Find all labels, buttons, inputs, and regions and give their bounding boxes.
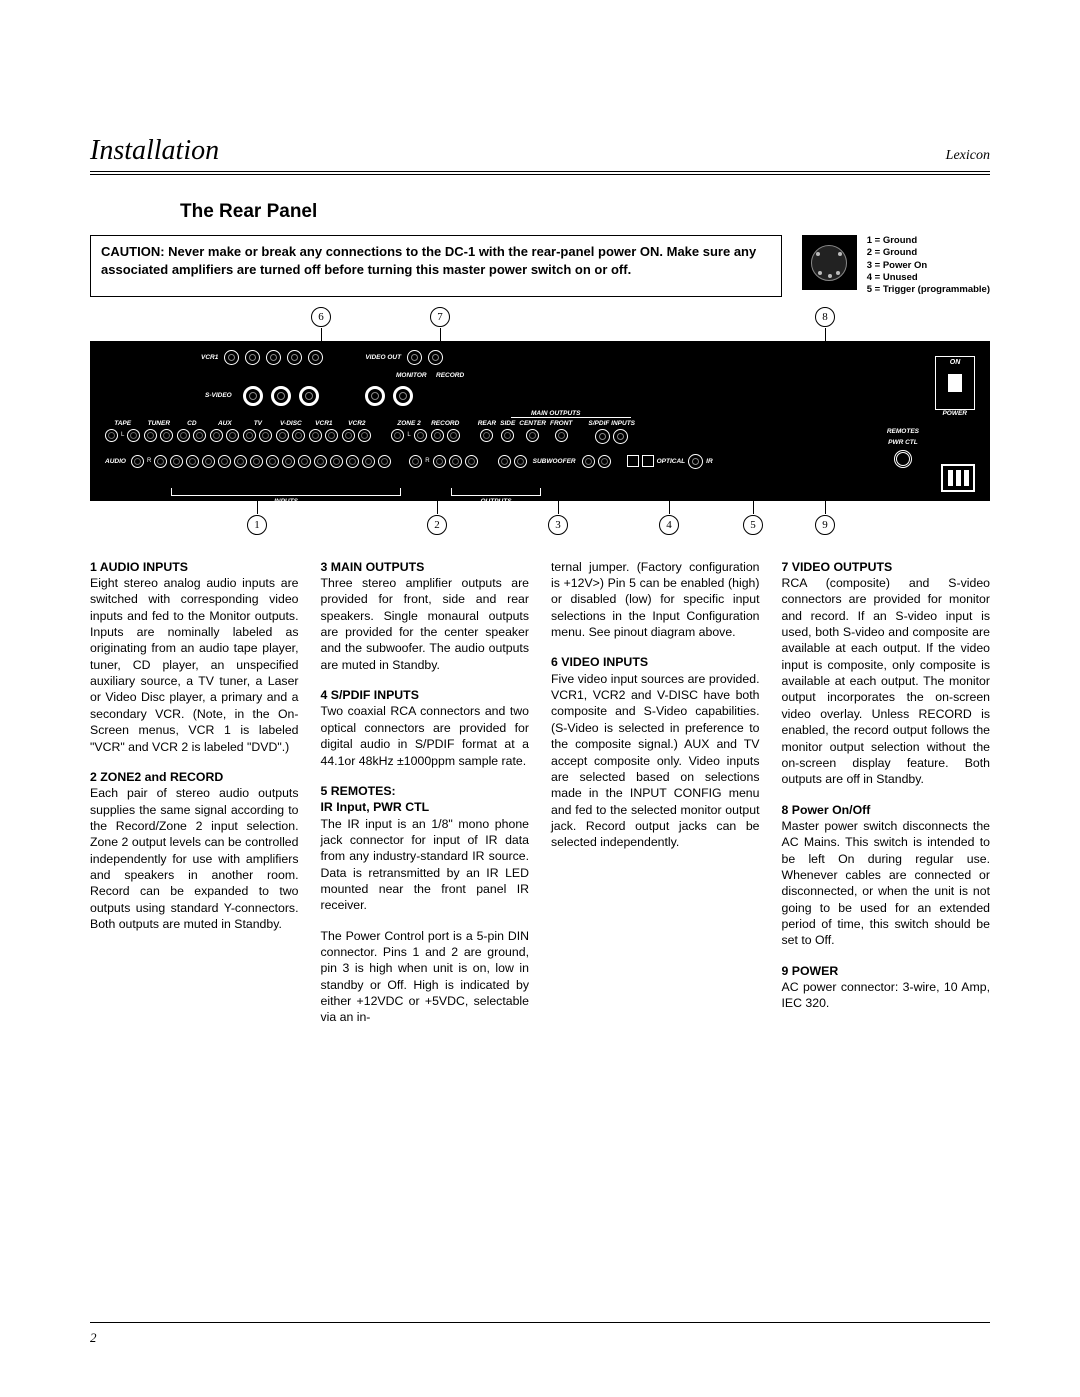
jack-label: SIDE <box>500 420 515 427</box>
heading: 6 VIDEO INPUTS <box>551 654 760 670</box>
callout-5: 5 <box>743 515 763 535</box>
heading: 1 AUDIO INPUTS <box>90 559 299 575</box>
column-2: 3 MAIN OUTPUTS Three stereo amplifier ou… <box>321 559 530 1040</box>
pinout-line: 2 = Ground <box>867 247 990 259</box>
jack-label: AUX <box>218 420 232 427</box>
page-footer: 2 <box>90 1322 990 1347</box>
jack-label: AUDIO <box>105 458 126 465</box>
jack-label: CENTER <box>519 420 546 427</box>
ac-inlet-icon <box>941 464 975 492</box>
jack-label: FRONT <box>550 420 572 427</box>
callout-7: 7 <box>430 307 450 327</box>
jack-label: TAPE <box>114 420 131 427</box>
body-text: ternal jumper. (Factory configuration is… <box>551 559 760 641</box>
pinout-legend: 1 = Ground 2 = Ground 3 = Power On 4 = U… <box>802 235 990 297</box>
heading: 9 POWER <box>782 963 991 979</box>
jack-label: ON <box>950 359 961 366</box>
jack-label: TUNER <box>148 420 170 427</box>
body-text: AC power connector: 3-wire, 10 Amp, IEC … <box>782 979 991 1012</box>
jack-label: REMOTES <box>887 428 919 435</box>
jack-label: VCR2 <box>348 420 365 427</box>
pinout-line: 1 = Ground <box>867 235 990 247</box>
page-number: 2 <box>90 1330 97 1345</box>
jack-label: CD <box>187 420 196 427</box>
jack-label: MONITOR <box>396 372 427 379</box>
region-label: MAIN OUTPUTS <box>531 410 580 417</box>
caution-box: CAUTION: Never make or break any connect… <box>90 235 782 297</box>
body-text: The IR input is an 1/8" mono phone jack … <box>321 816 530 914</box>
body-text: Two coaxial RCA connectors and two optic… <box>321 703 530 768</box>
callout-9: 9 <box>815 515 835 535</box>
pinout-line: 3 = Power On <box>867 260 990 272</box>
column-4: 7 VIDEO OUTPUTS RCA (composite) and S-vi… <box>782 559 991 1040</box>
rear-panel-diagram: 6 7 8 VCR1 VIDEO OUT MONITOR RECORD S-VIDE… <box>90 307 990 535</box>
jack-label: SUBWOOFER <box>533 458 576 465</box>
jack-label: TV <box>254 420 262 427</box>
jack-label: PWR CTL <box>888 439 918 446</box>
heading: 8 Power On/Off <box>782 802 991 818</box>
jack-label: REAR <box>478 420 496 427</box>
heading: IR Input, PWR CTL <box>321 799 530 815</box>
jack-label: S/PDIF INPUTS <box>588 420 635 427</box>
pinout-line: 4 = Unused <box>867 272 990 284</box>
heading: 7 VIDEO OUTPUTS <box>782 559 991 575</box>
jack-label: ZONE 2 <box>397 420 420 427</box>
body-text: Eight stereo analog audio inputs are swi… <box>90 575 299 755</box>
callout-8: 8 <box>815 307 835 327</box>
body-text: Three stereo amplifier outputs are provi… <box>321 575 530 673</box>
body-text: Five video input sources are provided. V… <box>551 671 760 851</box>
body-text: The Power Control port is a 5-pin DIN co… <box>321 928 530 1026</box>
jack-label: VIDEO OUT <box>365 354 401 361</box>
jack-label: VCR1 <box>201 354 218 361</box>
jack-label: IR <box>706 458 713 465</box>
column-1: 1 AUDIO INPUTS Eight stereo analog audio… <box>90 559 299 1040</box>
body-text: Master power switch disconnects the AC M… <box>782 818 991 949</box>
jack-label: V-DISC <box>280 420 302 427</box>
jack-label: VCR1 <box>315 420 332 427</box>
callout-3: 3 <box>548 515 568 535</box>
din-connector-icon <box>802 235 857 290</box>
callout-2: 2 <box>427 515 447 535</box>
callout-1: 1 <box>247 515 267 535</box>
heading: 4 S/PDIF INPUTS <box>321 687 530 703</box>
pinout-line: 5 = Trigger (programmable) <box>867 284 990 296</box>
body-text: RCA (composite) and S-video connectors a… <box>782 575 991 787</box>
heading: 3 MAIN OUTPUTS <box>321 559 530 575</box>
jack-label: S-VIDEO <box>205 392 232 399</box>
callout-6: 6 <box>311 307 331 327</box>
power-switch: ON <box>935 356 975 410</box>
din-jack-icon <box>894 450 912 468</box>
column-3: ternal jumper. (Factory configuration is… <box>551 559 760 1040</box>
jack-label: RECORD <box>431 420 459 427</box>
heading: 5 REMOTES: <box>321 783 530 799</box>
body-text: Each pair of stereo audio outputs suppli… <box>90 785 299 932</box>
callout-4: 4 <box>659 515 679 535</box>
jack-label: POWER <box>942 410 967 417</box>
heading: 2 ZONE2 and RECORD <box>90 769 299 785</box>
section-title: The Rear Panel <box>180 201 990 223</box>
jack-label: RECORD <box>436 372 464 379</box>
page-title: Installation <box>90 135 219 167</box>
jack-label: OPTICAL <box>657 458 686 465</box>
brand-label: Lexicon <box>946 148 990 164</box>
